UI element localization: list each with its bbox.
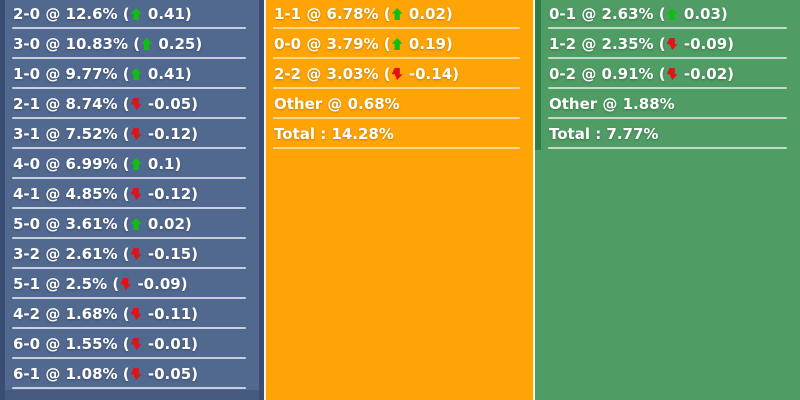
down-arrow-icon	[130, 188, 142, 200]
score-row: Total : 14.28%	[266, 120, 533, 150]
delta-text: 0.1)	[142, 155, 182, 173]
delta-text: -0.01)	[142, 335, 198, 353]
up-arrow-icon	[391, 8, 403, 20]
delta-text: -0.14)	[403, 65, 459, 83]
home-scores-panel: 2-0 @ 12.6% ( 0.41) 3-0 @ 10.83% ( 0.25)…	[0, 0, 264, 400]
score-text: 5-0 @ 3.61% (	[13, 215, 130, 233]
score-row: 1-1 @ 6.78% ( 0.02)	[266, 0, 533, 30]
down-arrow-icon	[391, 68, 403, 80]
score-text: 4-2 @ 1.68% (	[13, 305, 130, 323]
score-text: 1-1 @ 6.78% (	[274, 5, 391, 23]
score-row: 2-2 @ 3.03% ( -0.14)	[266, 60, 533, 90]
score-text: 3-0 @ 10.83% (	[13, 35, 141, 53]
score-text: 3-1 @ 7.52% (	[13, 125, 130, 143]
down-arrow-icon	[130, 308, 142, 320]
delta-text: 0.19)	[403, 35, 453, 53]
score-row: 3-1 @ 7.52% ( -0.12)	[5, 120, 259, 150]
score-row: 0-0 @ 3.79% ( 0.19)	[266, 30, 533, 60]
score-text: 0-1 @ 2.63% (	[549, 5, 666, 23]
score-text: 4-0 @ 6.99% (	[13, 155, 130, 173]
delta-text: -0.12)	[142, 125, 198, 143]
delta-text: 0.41)	[142, 65, 192, 83]
score-text: 4-1 @ 4.85% (	[13, 185, 130, 203]
up-arrow-icon	[130, 158, 142, 170]
score-row: 4-0 @ 6.99% ( 0.1)	[5, 150, 259, 180]
score-row: 1-0 @ 9.77% ( 0.41)	[5, 60, 259, 90]
down-arrow-icon	[130, 248, 142, 260]
score-row: 0-2 @ 0.91% ( -0.02)	[541, 60, 800, 90]
up-arrow-icon	[391, 38, 403, 50]
delta-text: -0.15)	[142, 245, 198, 263]
down-arrow-icon	[666, 38, 678, 50]
draw-scores-panel: 1-1 @ 6.78% ( 0.02) 0-0 @ 3.79% ( 0.19) …	[266, 0, 533, 400]
delta-text: -0.09)	[678, 35, 734, 53]
score-text: Total : 7.77%	[549, 125, 659, 143]
cutoff-row	[5, 390, 259, 400]
score-row: 4-2 @ 1.68% ( -0.11)	[5, 300, 259, 330]
up-arrow-icon	[130, 218, 142, 230]
score-row: 5-0 @ 3.61% ( 0.02)	[5, 210, 259, 240]
score-text: 6-0 @ 1.55% (	[13, 335, 130, 353]
score-row: 6-0 @ 1.55% ( -0.01)	[5, 330, 259, 360]
score-row: 3-2 @ 2.61% ( -0.15)	[5, 240, 259, 270]
down-arrow-icon	[120, 278, 132, 290]
delta-text: -0.05)	[142, 95, 198, 113]
delta-text: 0.41)	[142, 5, 192, 23]
score-text: 0-2 @ 0.91% (	[549, 65, 666, 83]
down-arrow-icon	[130, 98, 142, 110]
score-row: 0-1 @ 2.63% ( 0.03)	[541, 0, 800, 30]
score-text: 0-0 @ 3.79% (	[274, 35, 391, 53]
delta-text: -0.05)	[142, 365, 198, 383]
delta-text: 0.03)	[678, 5, 728, 23]
score-text: 1-2 @ 2.35% (	[549, 35, 666, 53]
up-arrow-icon	[130, 68, 142, 80]
delta-text: 0.02)	[403, 5, 453, 23]
score-text: Other @ 1.88%	[549, 95, 675, 113]
score-text: 2-0 @ 12.6% (	[13, 5, 130, 23]
score-text: 1-0 @ 9.77% (	[13, 65, 130, 83]
score-row: 5-1 @ 2.5% ( -0.09)	[5, 270, 259, 300]
score-row: Other @ 0.68%	[266, 90, 533, 120]
down-arrow-icon	[130, 368, 142, 380]
score-row: 3-0 @ 10.83% ( 0.25)	[5, 30, 259, 60]
away-scores-list: 0-1 @ 2.63% ( 0.03) 1-2 @ 2.35% ( -0.09)…	[535, 0, 800, 150]
delta-text: 0.25)	[153, 35, 203, 53]
score-row: Other @ 1.88%	[541, 90, 800, 120]
score-text: Other @ 0.68%	[274, 95, 400, 113]
score-row: Total : 7.77%	[541, 120, 800, 150]
score-row: 2-1 @ 8.74% ( -0.05)	[5, 90, 259, 120]
up-arrow-icon	[141, 38, 153, 50]
score-row: 4-1 @ 4.85% ( -0.12)	[5, 180, 259, 210]
delta-text: -0.11)	[142, 305, 198, 323]
score-row: 1-2 @ 2.35% ( -0.09)	[541, 30, 800, 60]
down-arrow-icon	[130, 128, 142, 140]
score-text: 6-1 @ 1.08% (	[13, 365, 130, 383]
home-scores-list: 2-0 @ 12.6% ( 0.41) 3-0 @ 10.83% ( 0.25)…	[5, 0, 259, 390]
score-text: 2-2 @ 3.03% (	[274, 65, 391, 83]
delta-text: -0.09)	[132, 275, 188, 293]
score-text: 2-1 @ 8.74% (	[13, 95, 130, 113]
away-scores-panel: 0-1 @ 2.63% ( 0.03) 1-2 @ 2.35% ( -0.09)…	[535, 0, 800, 400]
score-text: 5-1 @ 2.5% (	[13, 275, 120, 293]
delta-text: 0.02)	[142, 215, 192, 233]
up-arrow-icon	[666, 8, 678, 20]
delta-text: -0.12)	[142, 185, 198, 203]
down-arrow-icon	[666, 68, 678, 80]
draw-scores-list: 1-1 @ 6.78% ( 0.02) 0-0 @ 3.79% ( 0.19) …	[266, 0, 533, 150]
delta-text: -0.02)	[678, 65, 734, 83]
up-arrow-icon	[130, 8, 142, 20]
score-text: 3-2 @ 2.61% (	[13, 245, 130, 263]
score-text: Total : 14.28%	[274, 125, 394, 143]
down-arrow-icon	[130, 338, 142, 350]
score-row: 6-1 @ 1.08% ( -0.05)	[5, 360, 259, 390]
score-row: 2-0 @ 12.6% ( 0.41)	[5, 0, 259, 30]
